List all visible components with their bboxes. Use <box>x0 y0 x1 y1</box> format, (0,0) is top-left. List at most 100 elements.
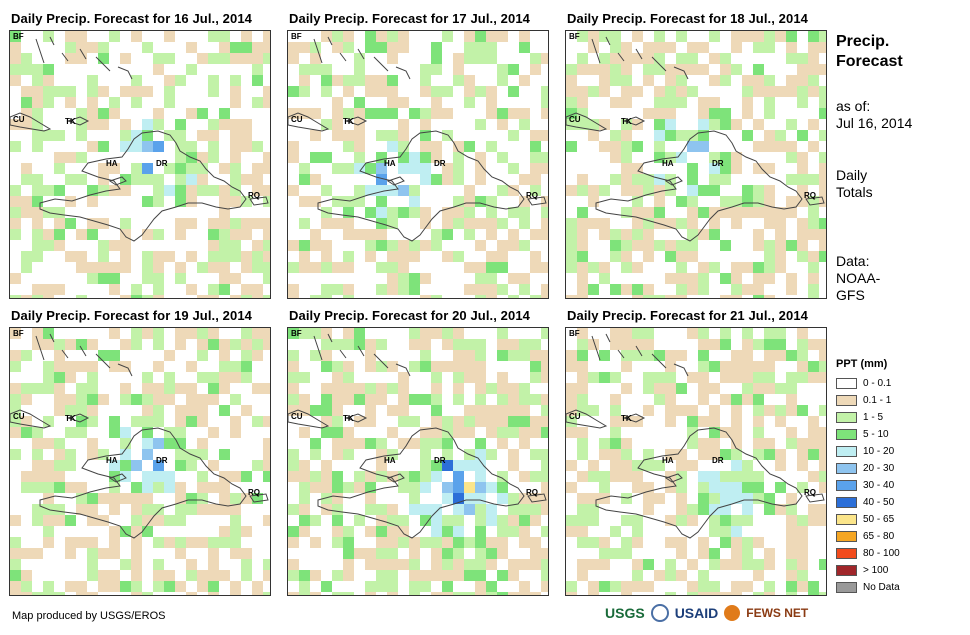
precip-cell <box>599 438 610 449</box>
precip-cell <box>654 152 665 163</box>
map-label-ha: HA <box>662 159 674 168</box>
precip-cell <box>197 405 208 416</box>
precip-cell <box>398 240 409 251</box>
precip-cell <box>43 361 54 372</box>
precip-cell <box>764 218 775 229</box>
precip-cell <box>442 218 453 229</box>
precip-cell <box>153 460 164 471</box>
precip-cell <box>731 449 742 460</box>
precip-cell <box>786 196 797 207</box>
precip-cell <box>321 86 332 97</box>
precip-cell <box>219 108 230 119</box>
precip-cell <box>797 438 808 449</box>
precip-cell <box>687 53 698 64</box>
precip-cell <box>577 350 588 361</box>
precip-cell <box>742 207 753 218</box>
precip-cell <box>398 42 409 53</box>
precip-cell <box>32 75 43 86</box>
precip-cell <box>420 152 431 163</box>
precip-cell <box>98 570 109 581</box>
precip-cell <box>753 75 764 86</box>
precip-cell <box>54 163 65 174</box>
precip-cell <box>453 471 464 482</box>
precip-cell <box>343 251 354 262</box>
precip-cell <box>252 64 263 75</box>
precip-cell <box>153 141 164 152</box>
precip-cell <box>288 240 299 251</box>
precip-cell <box>10 405 21 416</box>
precip-cell <box>742 262 753 273</box>
precip-cell <box>654 295 665 298</box>
precip-cell <box>87 438 98 449</box>
precip-cell <box>808 339 819 350</box>
precip-cell <box>120 493 131 504</box>
precip-cell <box>541 460 548 471</box>
precip-cell <box>142 86 153 97</box>
precip-cell <box>299 328 310 339</box>
precip-cell <box>354 482 365 493</box>
precip-cell <box>577 515 588 526</box>
precip-cell <box>288 42 299 53</box>
precip-cell <box>486 504 497 515</box>
island-outline <box>313 333 411 377</box>
precip-cell <box>409 493 420 504</box>
precip-cell <box>731 581 742 592</box>
precip-cell <box>65 427 76 438</box>
precip-cell <box>486 581 497 592</box>
precip-cell <box>665 383 676 394</box>
precip-cell <box>643 251 654 262</box>
precip-cell <box>263 97 270 108</box>
precip-cell <box>665 350 676 361</box>
precip-cell <box>519 108 530 119</box>
precip-cell <box>241 229 252 240</box>
precip-cell <box>230 185 241 196</box>
precip-cell <box>164 185 175 196</box>
precip-cell <box>665 218 676 229</box>
precip-cell <box>87 185 98 196</box>
precip-cell <box>808 273 819 284</box>
precip-cell <box>530 339 541 350</box>
precip-cell <box>54 207 65 218</box>
precip-cell <box>731 372 742 383</box>
precip-cell <box>142 42 153 53</box>
precip-cell <box>442 361 453 372</box>
precip-cell <box>153 185 164 196</box>
precip-cell <box>153 361 164 372</box>
precip-cell <box>764 559 775 570</box>
precip-cell <box>621 460 632 471</box>
precip-cell <box>731 273 742 284</box>
precip-cell <box>486 548 497 559</box>
precip-cell <box>186 141 197 152</box>
precip-cell <box>365 559 376 570</box>
legend-item: 50 - 65 <box>836 512 894 526</box>
island-outline <box>527 493 547 503</box>
precip-cell <box>530 174 541 185</box>
precip-cell <box>387 405 398 416</box>
precip-cell <box>753 427 764 438</box>
precip-cell <box>541 427 548 438</box>
precip-cell <box>610 284 621 295</box>
precip-cell <box>753 482 764 493</box>
precip-cell <box>299 262 310 273</box>
precip-cell <box>131 493 142 504</box>
precip-cell <box>464 493 475 504</box>
precip-cell <box>87 504 98 515</box>
precip-cell <box>376 537 387 548</box>
precip-cell <box>120 119 131 130</box>
precip-cell <box>164 130 175 141</box>
precip-cell <box>288 526 299 537</box>
precip-cell <box>219 383 230 394</box>
precip-cell <box>343 427 354 438</box>
precip-cell <box>599 471 610 482</box>
precip-cell <box>197 449 208 460</box>
precip-cell <box>676 196 687 207</box>
precip-cell <box>566 592 577 595</box>
precip-cell <box>109 108 120 119</box>
precip-cell <box>409 163 420 174</box>
precip-cell <box>541 559 548 570</box>
precip-cell <box>654 64 665 75</box>
precip-cell <box>698 42 709 53</box>
precip-cell <box>120 130 131 141</box>
precip-cell <box>442 207 453 218</box>
precip-grid <box>10 328 270 595</box>
